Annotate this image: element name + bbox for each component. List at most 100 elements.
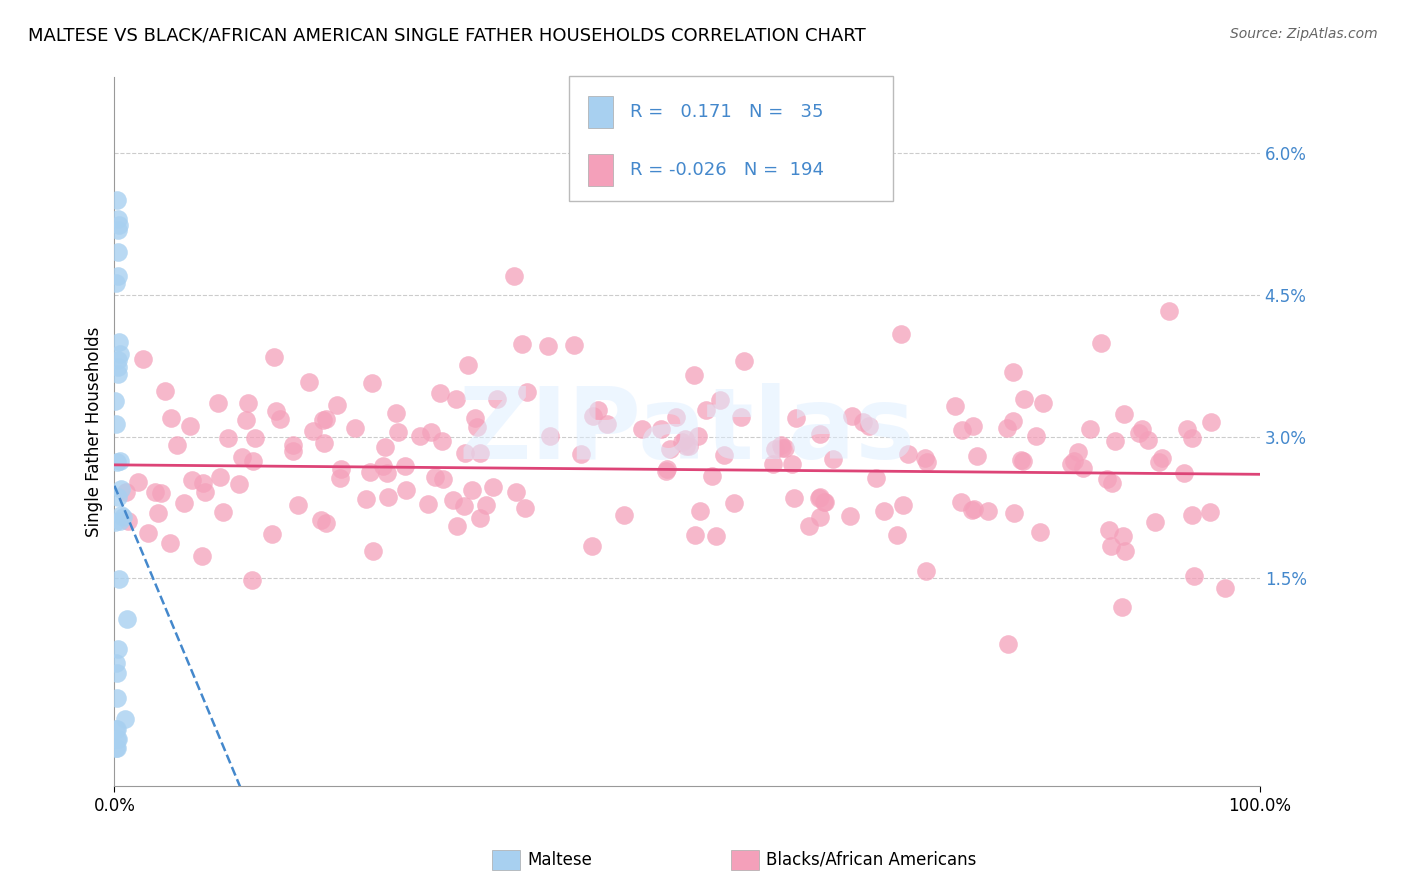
Point bbox=[240, 573, 263, 587]
Point bbox=[943, 400, 966, 414]
Point bbox=[1181, 508, 1204, 522]
Point bbox=[808, 510, 831, 524]
Point bbox=[865, 470, 887, 484]
Point bbox=[704, 528, 727, 542]
Point bbox=[1147, 454, 1170, 468]
Point bbox=[1198, 505, 1220, 519]
Point bbox=[354, 491, 377, 506]
Point bbox=[107, 223, 129, 237]
Point bbox=[107, 212, 129, 227]
Point bbox=[107, 731, 129, 746]
Point bbox=[207, 396, 229, 410]
Point bbox=[108, 514, 131, 528]
Point bbox=[108, 335, 131, 350]
Point bbox=[107, 367, 129, 381]
Point bbox=[1002, 507, 1025, 521]
Point bbox=[104, 657, 127, 671]
Point bbox=[1128, 426, 1150, 441]
Point bbox=[242, 454, 264, 468]
Point bbox=[1215, 581, 1237, 595]
Point bbox=[962, 503, 984, 517]
Point bbox=[212, 505, 235, 519]
Point bbox=[374, 441, 396, 455]
Point bbox=[963, 501, 986, 516]
Point bbox=[650, 422, 672, 436]
Point bbox=[132, 352, 155, 367]
Point bbox=[1199, 415, 1222, 429]
Point bbox=[143, 484, 166, 499]
Point bbox=[238, 396, 260, 410]
Point bbox=[1099, 539, 1122, 553]
Point bbox=[117, 514, 139, 528]
Point bbox=[631, 422, 654, 436]
Point bbox=[886, 528, 908, 542]
Point bbox=[1144, 515, 1167, 529]
Point bbox=[441, 493, 464, 508]
Point bbox=[104, 723, 127, 737]
Point bbox=[231, 450, 253, 465]
Point bbox=[675, 440, 697, 454]
Point bbox=[149, 485, 172, 500]
Point bbox=[127, 475, 149, 490]
Point bbox=[814, 495, 837, 509]
Point bbox=[671, 434, 693, 449]
Point bbox=[107, 642, 129, 657]
Point bbox=[107, 572, 129, 586]
Point bbox=[281, 438, 304, 452]
Point bbox=[891, 499, 914, 513]
Point bbox=[464, 411, 486, 425]
Point bbox=[159, 536, 181, 550]
Point bbox=[264, 404, 287, 418]
Point bbox=[208, 470, 231, 484]
Point bbox=[770, 441, 793, 455]
Point bbox=[1012, 453, 1035, 467]
Point bbox=[763, 442, 786, 457]
Point bbox=[683, 528, 706, 542]
Point bbox=[1066, 444, 1088, 458]
Point bbox=[136, 525, 159, 540]
Point bbox=[173, 496, 195, 510]
Point bbox=[1010, 453, 1032, 467]
Point bbox=[950, 495, 973, 509]
Point bbox=[263, 351, 285, 365]
Point bbox=[475, 499, 498, 513]
Point bbox=[1182, 568, 1205, 582]
Text: Blacks/African Americans: Blacks/African Americans bbox=[766, 851, 977, 869]
Point bbox=[783, 491, 806, 506]
Point bbox=[108, 218, 131, 232]
Point bbox=[1014, 392, 1036, 406]
Point bbox=[686, 429, 709, 443]
Point bbox=[858, 419, 880, 434]
Point bbox=[1177, 422, 1199, 436]
Point bbox=[107, 352, 129, 367]
Point bbox=[269, 411, 291, 425]
Y-axis label: Single Father Households: Single Father Households bbox=[86, 326, 103, 537]
Point bbox=[297, 376, 319, 390]
Point bbox=[107, 490, 129, 504]
Point bbox=[166, 437, 188, 451]
Point bbox=[468, 511, 491, 525]
Point bbox=[394, 458, 416, 473]
Point bbox=[217, 430, 239, 444]
Point bbox=[657, 462, 679, 476]
Point bbox=[682, 368, 704, 382]
Point bbox=[581, 539, 603, 553]
Point bbox=[977, 504, 1000, 518]
Point bbox=[377, 466, 399, 480]
Point bbox=[460, 483, 482, 497]
Point bbox=[1114, 543, 1136, 558]
Point bbox=[915, 564, 938, 578]
Text: Maltese: Maltese bbox=[527, 851, 592, 869]
Point bbox=[326, 398, 349, 412]
Point bbox=[733, 354, 755, 368]
Point bbox=[1073, 461, 1095, 475]
Point bbox=[105, 665, 128, 680]
Point bbox=[678, 438, 700, 452]
Point bbox=[262, 526, 284, 541]
Point bbox=[423, 469, 446, 483]
Point bbox=[312, 413, 335, 427]
Point bbox=[228, 476, 250, 491]
Point bbox=[962, 419, 984, 434]
Text: Source: ZipAtlas.com: Source: ZipAtlas.com bbox=[1230, 27, 1378, 41]
Point bbox=[107, 244, 129, 259]
